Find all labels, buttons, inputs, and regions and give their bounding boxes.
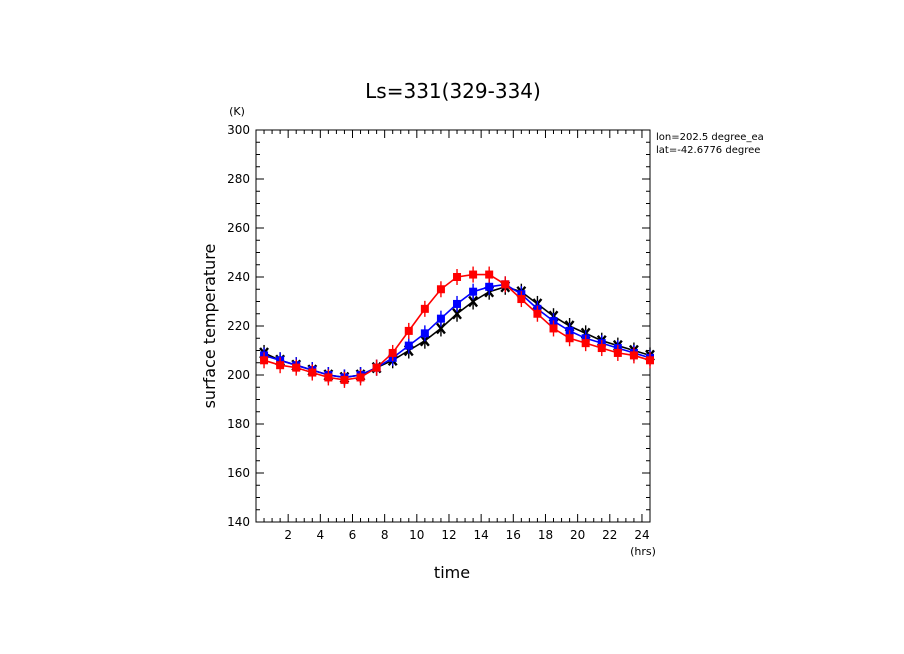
series-1-point <box>404 341 413 350</box>
y-tick-label: 160 <box>227 466 250 480</box>
x-tick-label: 18 <box>538 528 553 542</box>
series-2-point <box>404 326 413 335</box>
series-2-point <box>260 356 269 365</box>
series-2-point <box>324 373 333 382</box>
x-tick-label: 24 <box>634 528 649 542</box>
annotation-lat: lat=-42.6776 degree <box>656 145 760 156</box>
series-0-point <box>452 308 462 320</box>
x-unit-label: (hrs) <box>630 545 656 558</box>
series-2-point <box>276 361 285 370</box>
x-tick-label: 14 <box>474 528 489 542</box>
x-tick-label: 10 <box>409 528 424 542</box>
chart-title: Ls=331(329-334) <box>365 79 541 103</box>
series-2-line <box>263 273 651 381</box>
series-1-point <box>485 282 494 291</box>
plot-frame <box>255 129 651 523</box>
series-2-point <box>292 363 301 372</box>
series-2-point <box>308 368 317 377</box>
y-axis-label: surface temperature <box>200 244 219 409</box>
x-tick-label: 22 <box>602 528 617 542</box>
x-tick-label: 4 <box>317 528 325 542</box>
series-1-point <box>469 287 478 296</box>
series-2-point <box>565 334 574 343</box>
x-tick-label: 16 <box>506 528 521 542</box>
y-tick-label: 180 <box>227 417 250 431</box>
series-2-point <box>501 280 510 289</box>
series-2-point <box>388 348 397 357</box>
series-2-point <box>453 273 462 281</box>
series-2-point <box>629 351 638 360</box>
y-tick-label: 140 <box>227 515 250 529</box>
series-2-point <box>340 375 349 384</box>
series-2-point <box>597 344 606 353</box>
series-2-point <box>581 339 590 348</box>
series-2-point <box>646 356 654 365</box>
y-unit-label: (K) <box>229 105 245 118</box>
x-tick-label: 8 <box>381 528 389 542</box>
annotation-lon: lon=202.5 degree_ea <box>656 132 764 143</box>
series-1-point <box>436 314 445 323</box>
series-1-point <box>420 329 429 338</box>
y-tick-label: 200 <box>227 368 250 382</box>
series-0-point <box>436 322 446 335</box>
y-tick-label: 260 <box>227 221 250 235</box>
series-2-point <box>517 295 526 304</box>
series-2-point <box>485 270 494 279</box>
series-2-point <box>549 324 558 333</box>
y-tick-label: 220 <box>227 319 250 333</box>
x-tick-label: 12 <box>441 528 456 542</box>
x-tick-label: 2 <box>284 528 292 542</box>
series-2-point <box>420 304 429 313</box>
y-tick-label: 240 <box>227 270 250 284</box>
series-2-point <box>372 363 381 372</box>
series-2-point <box>613 348 622 357</box>
x-tick-label: 20 <box>570 528 585 542</box>
x-axis-label: time <box>434 563 470 582</box>
series-2-point <box>469 270 478 279</box>
series-2-point <box>356 373 365 382</box>
series-2-point <box>436 285 445 294</box>
series-0-point <box>468 295 479 308</box>
series-1-point <box>453 299 462 308</box>
x-tick-label: 6 <box>349 528 357 542</box>
series-2-point <box>533 309 542 318</box>
y-tick-label: 300 <box>227 123 250 137</box>
y-tick-label: 280 <box>227 172 250 186</box>
